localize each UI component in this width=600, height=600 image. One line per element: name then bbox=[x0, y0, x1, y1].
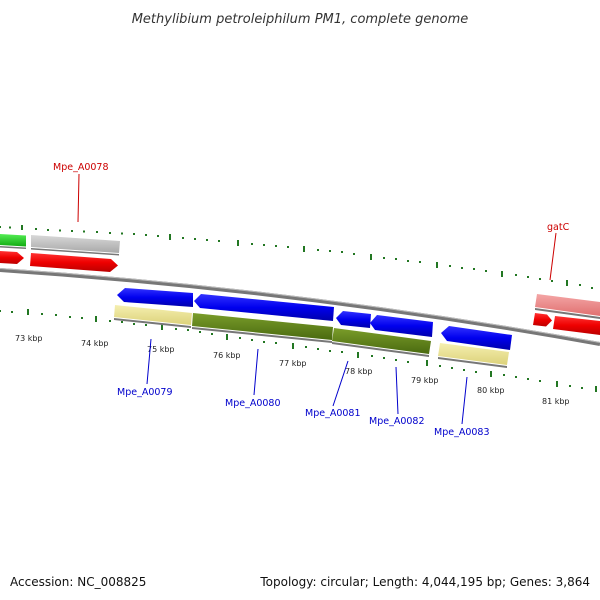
scale-label: 79 kbp bbox=[411, 376, 439, 385]
scale-label: 78 kbp bbox=[345, 367, 373, 376]
cds-forward-mpe-a0078[interactable] bbox=[30, 253, 118, 272]
feature-olive-mpe-a0080[interactable] bbox=[192, 313, 333, 340]
reverse-features bbox=[114, 288, 512, 368]
scale-label: 76 kbp bbox=[213, 351, 241, 360]
feature-gray-mpe-a0078[interactable] bbox=[31, 235, 120, 253]
gene-label-mpe-a0079[interactable]: Mpe_A0079 bbox=[117, 387, 173, 398]
gene-leader-lines bbox=[77, 173, 557, 425]
feature-pink-gatc[interactable] bbox=[535, 294, 600, 316]
cds-reverse-mpe-a0083[interactable] bbox=[441, 326, 512, 350]
gene-label-mpe-a0080[interactable]: Mpe_A0080 bbox=[225, 398, 281, 409]
gene-label-mpe-a0078[interactable]: Mpe_A0078 bbox=[53, 162, 109, 173]
scale-label: 73 kbp bbox=[15, 334, 43, 343]
cds-reverse-mpe-a0082[interactable] bbox=[370, 315, 433, 337]
scale-label: 74 kbp bbox=[81, 339, 109, 348]
feature-olive-mpe-a0082[interactable] bbox=[332, 328, 431, 354]
outer-tick-ruler bbox=[0, 225, 593, 289]
gene-label-gatc[interactable]: gatC bbox=[547, 222, 570, 233]
accession-text: Accession: NC_008825 bbox=[10, 575, 146, 589]
cds-forward-gatc[interactable] bbox=[553, 316, 600, 335]
cds-reverse-mpe-a0081[interactable] bbox=[336, 311, 371, 328]
gene-label-mpe-a0083[interactable]: Mpe_A0083 bbox=[434, 427, 490, 438]
scale-label: 81 kbp bbox=[542, 397, 570, 406]
cds-reverse-mpe-a0080[interactable] bbox=[194, 294, 334, 321]
cds-forward-left-edge[interactable] bbox=[0, 251, 24, 264]
map-title: Methylibium petroleiphilum PM1, complete… bbox=[132, 12, 469, 27]
feature-green[interactable] bbox=[0, 234, 26, 247]
inner-tick-ruler bbox=[0, 309, 597, 392]
cds-reverse-mpe-a0079[interactable] bbox=[117, 288, 193, 307]
genome-backbone bbox=[0, 268, 600, 346]
feature-yellow-mpe-a0079[interactable] bbox=[114, 305, 192, 325]
genome-summary-text: Topology: circular; Length: 4,044,195 bp… bbox=[259, 575, 590, 589]
feature-yellow-mpe-a0083[interactable] bbox=[438, 343, 509, 365]
gene-label-mpe-a0082[interactable]: Mpe_A0082 bbox=[369, 416, 425, 427]
scale-labels: 73 kbp 74 kbp 75 kbp 76 kbp 77 kbp 78 kb… bbox=[15, 334, 570, 406]
gene-labels: Mpe_A0078 gatC Mpe_A0079 Mpe_A0080 Mpe_A… bbox=[53, 162, 570, 438]
cds-forward-small[interactable] bbox=[533, 313, 552, 327]
scale-label: 75 kbp bbox=[147, 345, 175, 354]
scale-label: 77 kbp bbox=[279, 359, 307, 368]
gene-label-mpe-a0081[interactable]: Mpe_A0081 bbox=[305, 408, 361, 419]
forward-features bbox=[0, 234, 600, 335]
scale-label: 80 kbp bbox=[477, 386, 505, 395]
